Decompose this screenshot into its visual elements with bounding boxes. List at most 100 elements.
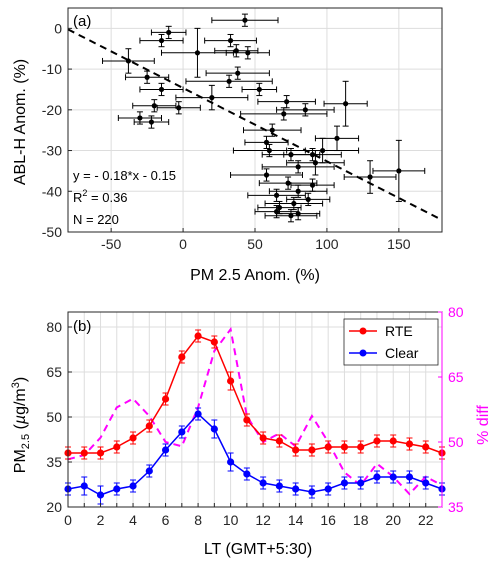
clear-marker: [194, 410, 202, 418]
rte-marker: [259, 434, 267, 442]
point-marker: [137, 115, 143, 121]
data-point: [132, 99, 177, 113]
data-point: [230, 168, 303, 182]
data-point: [264, 196, 324, 211]
clear-marker: [357, 479, 365, 487]
panel-label: (b): [73, 318, 91, 335]
rte-marker: [145, 422, 153, 430]
data-point: [283, 148, 342, 162]
y-tick-label: -10: [42, 61, 62, 77]
rte-marker: [373, 437, 381, 445]
point-marker: [281, 111, 287, 117]
rte-marker: [292, 446, 300, 454]
regression-line: [67, 28, 443, 221]
point-marker: [263, 139, 270, 145]
rte-marker: [96, 449, 105, 457]
data-point: [133, 115, 170, 129]
y2-tick-label: 80: [448, 304, 464, 320]
rte-marker: [389, 437, 397, 445]
point-marker: [148, 119, 155, 125]
y-axis-ticks: 20 35 50 65 80: [46, 319, 72, 515]
point-marker: [235, 70, 241, 76]
point-marker: [295, 211, 301, 217]
y-tick-label: 65: [46, 364, 62, 380]
x-tick-label: -50: [101, 236, 121, 252]
clear-marker: [210, 425, 218, 433]
point-marker: [158, 37, 165, 44]
y-tick-label: 35: [46, 454, 62, 470]
clear-marker: [129, 482, 137, 490]
point-marker: [266, 147, 272, 154]
y2-tick-label: 35: [448, 499, 464, 515]
point-marker: [273, 192, 280, 198]
rte-marker: [340, 443, 349, 451]
point-marker: [245, 50, 251, 56]
point-marker: [284, 99, 290, 105]
rte-marker: [80, 449, 88, 457]
scatter-points: [102, 13, 426, 223]
fit-equation: y = - 0.18*x - 0.15: [73, 168, 176, 183]
rte-marker: [275, 437, 283, 445]
point-marker: [295, 164, 301, 170]
clear-marker: [422, 479, 430, 487]
x-tick-label: 0: [64, 512, 72, 528]
point-marker: [305, 196, 311, 203]
data-point: [286, 137, 360, 164]
r-squared: R2 = 0.36: [73, 188, 128, 205]
data-point: [225, 46, 270, 60]
point-marker: [276, 204, 283, 211]
data-point: [211, 13, 279, 27]
data-point: [258, 176, 318, 190]
data-point: [343, 160, 397, 194]
clear-marker: [308, 488, 316, 496]
rte-marker: [357, 443, 365, 451]
y2-tick-label: 50: [448, 434, 464, 450]
clear-marker: [389, 473, 397, 481]
data-point: [205, 66, 270, 80]
clear-marker: [340, 479, 349, 487]
point-marker: [227, 37, 234, 44]
point-marker: [396, 168, 402, 174]
point-marker: [209, 95, 215, 101]
rte-marker: [405, 440, 414, 448]
panel-label: (a): [73, 13, 91, 30]
x-tick-label: 2: [97, 512, 105, 528]
data-point: [372, 139, 426, 202]
y-tick-label: 50: [46, 409, 62, 425]
data-point: [286, 150, 345, 176]
data-point: [150, 25, 187, 40]
clear-marker: [227, 458, 235, 466]
rte-marker: [210, 338, 218, 346]
point-marker: [226, 78, 232, 84]
point-marker: [242, 17, 248, 23]
y-axis-label: ABL-H Anom. (%): [12, 59, 29, 185]
x-tick-label: 12: [255, 512, 271, 528]
clear-marker: [96, 491, 105, 499]
clear-marker: [80, 482, 88, 490]
x-tick-label: 20: [385, 512, 401, 528]
rte-marker: [308, 446, 316, 454]
x-tick-label: 14: [288, 512, 304, 528]
x-axis-ticks: -50 0 50 100 150: [101, 228, 411, 252]
rte-marker: [113, 443, 121, 451]
clear-marker: [113, 485, 121, 493]
point-marker: [263, 172, 270, 178]
data-point: [244, 135, 289, 150]
point-marker: [295, 188, 301, 194]
point-marker: [125, 58, 132, 64]
y-tick-label: -40: [42, 183, 62, 199]
x-tick-label: 150: [387, 236, 411, 252]
data-point: [139, 82, 184, 97]
point-marker: [312, 160, 319, 166]
data-point: [241, 82, 278, 97]
point-marker: [144, 74, 150, 80]
data-point: [276, 207, 321, 221]
clear-marker: [373, 473, 381, 481]
data-point: [264, 209, 318, 223]
point-marker: [158, 86, 165, 93]
clear-marker: [259, 479, 267, 487]
legend: RTE Clear: [343, 318, 439, 366]
point-marker: [256, 86, 262, 93]
rte-marker: [194, 332, 202, 340]
data-point: [257, 95, 316, 109]
